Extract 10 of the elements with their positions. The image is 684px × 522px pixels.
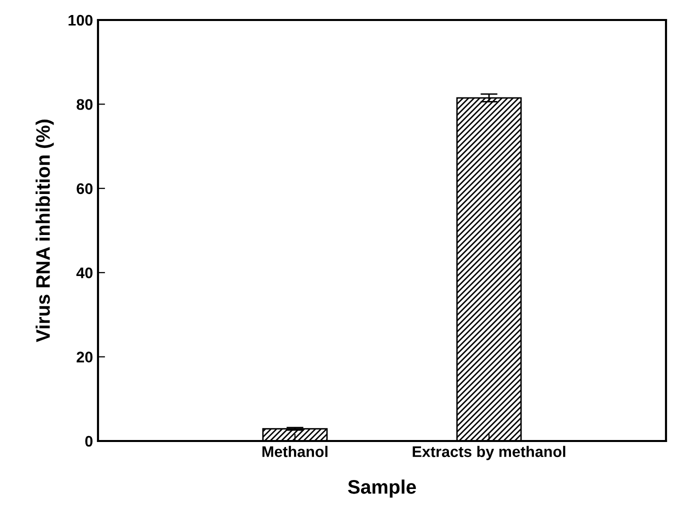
x-tick-label: Methanol xyxy=(262,446,328,458)
x-tick-label: Extracts by methanol xyxy=(412,446,566,460)
x-axis-title: Sample xyxy=(348,480,416,498)
y-tick-label: 60 xyxy=(76,183,93,194)
y-axis-title: Virus RNA inhibition (%) xyxy=(36,120,54,342)
y-tick-label: 20 xyxy=(76,352,93,362)
y-tick-label: 0 xyxy=(85,436,93,447)
y-tick-label: 100 xyxy=(68,14,93,26)
y-tick-label: 40 xyxy=(76,267,93,278)
y-tick-label: 80 xyxy=(76,99,93,110)
